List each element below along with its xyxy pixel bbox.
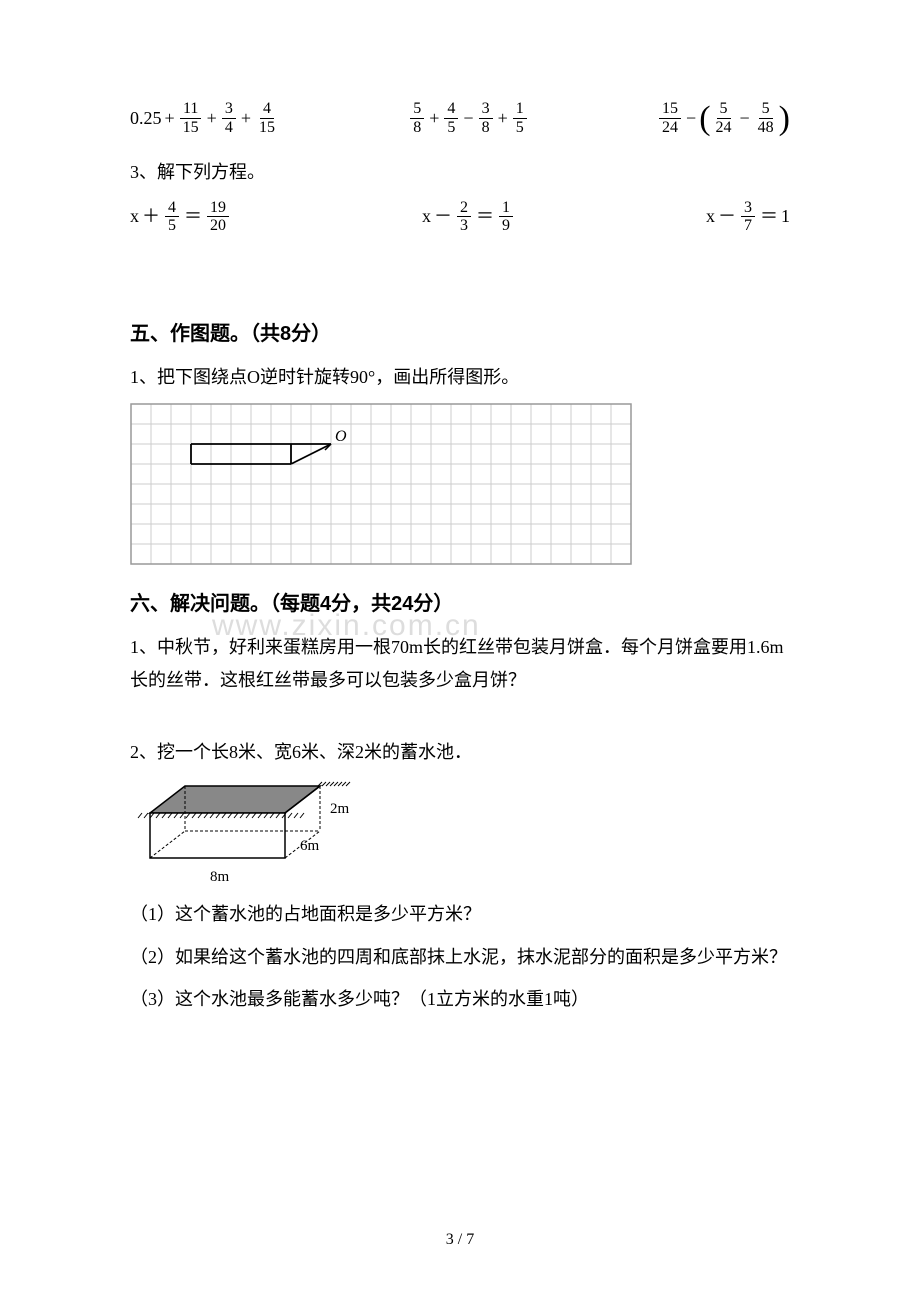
section-6-q2-sub1: （1）这个蓄水池的占地面积是多少平方米？: [130, 898, 790, 930]
plus-op: +: [498, 105, 508, 132]
equation-2: x － 23 ＝ 19: [422, 199, 515, 235]
variable-x: x: [422, 203, 431, 230]
svg-text:2m: 2m: [330, 801, 350, 817]
expression-3: 1524 − ( 524 − 548 ): [657, 100, 790, 136]
fraction: 37: [741, 199, 755, 235]
svg-text:6m: 6m: [300, 838, 320, 854]
fraction: 415: [256, 100, 278, 136]
fraction: 45: [444, 100, 458, 136]
section-6-q1: 1、中秋节，好利来蛋糕房用一根70m长的红丝带包装月饼盒．每个月饼盒要用1.6m…: [130, 631, 790, 696]
minus-op: −: [463, 105, 473, 132]
equals-op: ＝: [184, 203, 202, 230]
pool-figure: 2m 6m 8m: [130, 778, 360, 888]
section-6-title: 六、解决问题。（每题4分，共24分）: [130, 589, 790, 619]
equation-1: x ＋ 45 ＝ 1920: [130, 199, 231, 235]
equals-op: ＝: [476, 203, 494, 230]
fraction: 45: [165, 199, 179, 235]
minus-op: −: [686, 105, 696, 132]
plus-op: +: [241, 105, 251, 132]
minus-op: −: [740, 105, 750, 132]
plus-op: +: [429, 105, 439, 132]
decimal-value: 0.25: [130, 105, 162, 132]
rotation-grid-figure: O: [130, 403, 632, 565]
fraction: 15: [513, 100, 527, 136]
fraction: 1920: [207, 199, 229, 235]
section-6-q2: 2、挖一个长8米、宽6米、深2米的蓄水池．: [130, 736, 790, 768]
fraction: 1524: [659, 100, 681, 136]
fraction: 548: [755, 100, 777, 136]
fraction: 19: [499, 199, 513, 235]
expression-1: 0.25 + 1115 + 34 + 415: [130, 100, 280, 136]
right-paren-icon: ): [779, 105, 790, 132]
plus-op: ＋: [142, 203, 160, 230]
equation-3: x － 37 ＝ 1: [706, 199, 790, 235]
plus-op: +: [165, 105, 175, 132]
section-5-title: 五、作图题。（共8分）: [130, 319, 790, 349]
fraction: 34: [222, 100, 236, 136]
plus-op: +: [207, 105, 217, 132]
fraction: 58: [410, 100, 424, 136]
expression-2: 58 + 45 − 38 + 15: [408, 100, 528, 136]
equals-op: ＝: [760, 203, 778, 230]
fraction: 1115: [180, 100, 202, 136]
minus-op: －: [434, 203, 452, 230]
page-number: 3 / 7: [0, 1228, 920, 1252]
variable-x: x: [130, 203, 139, 230]
section-6-q2-sub3: （3）这个水池最多能蓄水多少吨？（1立方米的水重1吨）: [130, 983, 790, 1015]
q3-label: 3、解下列方程。: [130, 156, 790, 188]
left-paren-icon: (: [699, 105, 710, 132]
expression-row-1: 0.25 + 1115 + 34 + 415 58 + 45 − 38 + 15…: [130, 100, 790, 136]
equation-rhs: 1: [781, 203, 790, 230]
fraction: 524: [713, 100, 735, 136]
section-5-q1: 1、把下图绕点O逆时针旋转90°，画出所得图形。: [130, 361, 790, 393]
fraction: 23: [457, 199, 471, 235]
minus-op: －: [718, 203, 736, 230]
equations-row: x ＋ 45 ＝ 1920 x － 23 ＝ 19 x － 37 ＝ 1: [130, 199, 790, 235]
svg-text:8m: 8m: [210, 869, 230, 885]
variable-x: x: [706, 203, 715, 230]
fraction: 38: [479, 100, 493, 136]
svg-text:O: O: [335, 428, 347, 445]
section-6-q2-sub2: （2）如果给这个蓄水池的四周和底部抹上水泥，抹水泥部分的面积是多少平方米？: [130, 941, 790, 973]
